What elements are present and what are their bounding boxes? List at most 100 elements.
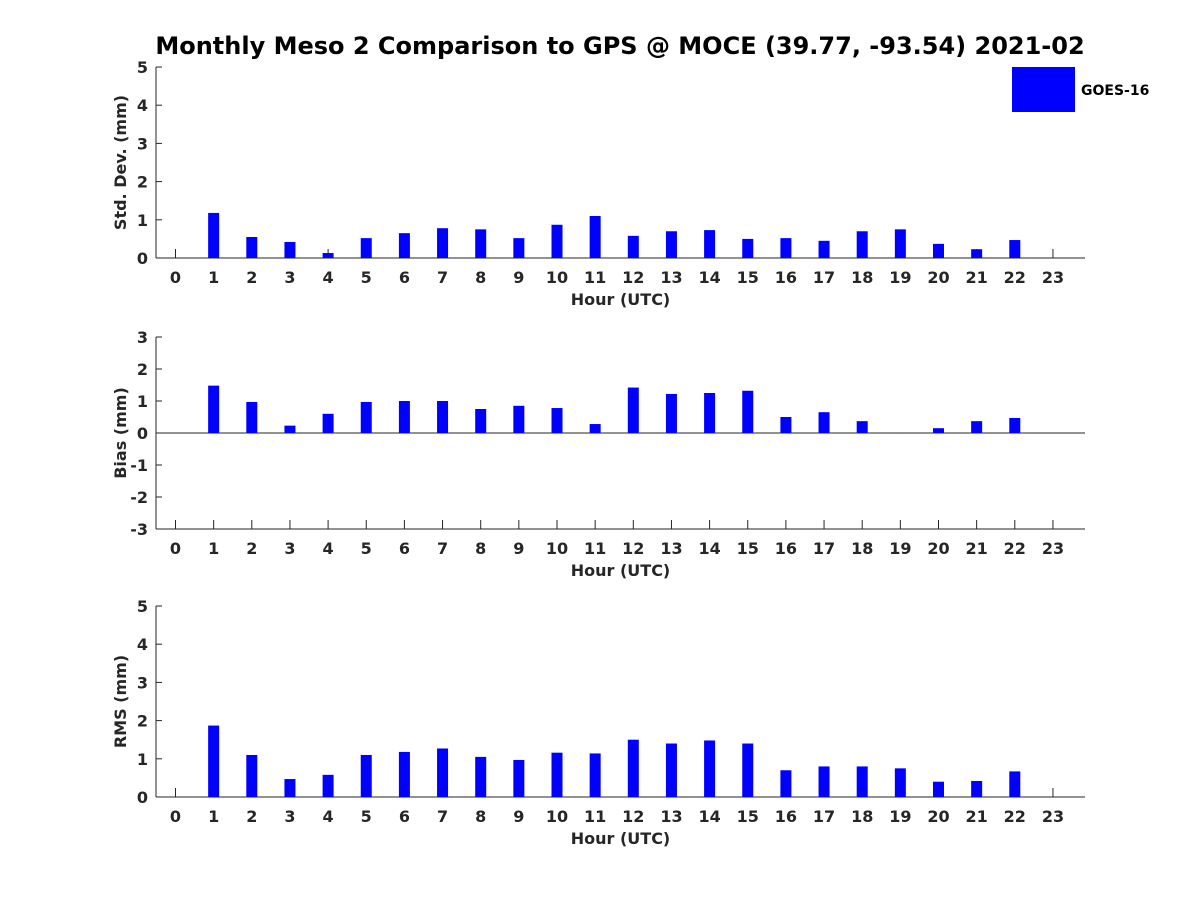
bar: [437, 748, 449, 797]
bar: [246, 401, 258, 433]
x-tick-label: 22: [1004, 268, 1026, 287]
x-tick-label: 21: [966, 807, 988, 826]
y-tick-label: -1: [130, 456, 148, 475]
bar: [589, 215, 601, 258]
y-tick-label: 1: [137, 211, 148, 230]
x-tick-label: 1: [208, 268, 219, 287]
x-tick-label: 22: [1004, 807, 1026, 826]
bar: [665, 743, 677, 797]
x-tick-label: 10: [546, 268, 568, 287]
x-tick-label: 17: [813, 807, 835, 826]
y-tick-label: -3: [130, 520, 148, 539]
bar: [818, 766, 830, 797]
bar: [284, 779, 296, 797]
x-tick-label: 21: [966, 268, 988, 287]
x-tick-label: 0: [170, 268, 181, 287]
x-tick-label: 2: [246, 539, 257, 558]
bar: [704, 393, 716, 433]
x-tick-label: 22: [1004, 539, 1026, 558]
x-tick-label: 14: [698, 268, 720, 287]
x-tick-label: 21: [966, 539, 988, 558]
y-tick-label: 5: [137, 58, 148, 77]
bar: [665, 393, 677, 433]
y-tick-label: 5: [137, 597, 148, 616]
x-tick-label: 3: [284, 807, 295, 826]
x-tick-label: 16: [775, 268, 797, 287]
bar: [246, 754, 258, 797]
x-tick-label: 20: [927, 539, 949, 558]
bar: [398, 401, 410, 433]
x-axis-label: Hour (UTC): [571, 829, 671, 848]
x-tick-label: 0: [170, 807, 181, 826]
y-tick-label: 3: [137, 134, 148, 153]
bar: [437, 228, 449, 258]
bar: [894, 229, 906, 258]
x-tick-label: 3: [284, 539, 295, 558]
legend-label: GOES-16: [1081, 83, 1149, 99]
y-tick-label: 0: [137, 788, 148, 807]
bar: [742, 743, 754, 797]
x-tick-label: 5: [361, 268, 372, 287]
x-tick-label: 18: [851, 268, 873, 287]
x-tick-label: 10: [546, 539, 568, 558]
y-tick-label: 1: [137, 750, 148, 769]
x-tick-label: 18: [851, 539, 873, 558]
bar: [208, 725, 220, 797]
bar: [1009, 417, 1021, 433]
x-tick-label: 23: [1042, 807, 1064, 826]
x-tick-label: 3: [284, 268, 295, 287]
x-tick-label: 4: [323, 539, 334, 558]
bar: [780, 417, 792, 433]
y-tick-label: -2: [130, 488, 148, 507]
bar: [665, 231, 677, 258]
bar: [971, 249, 983, 258]
x-tick-label: 6: [399, 807, 410, 826]
x-tick-label: 16: [775, 539, 797, 558]
x-tick-label: 8: [475, 539, 486, 558]
x-tick-label: 6: [399, 539, 410, 558]
x-tick-label: 2: [246, 268, 257, 287]
x-tick-label: 23: [1042, 539, 1064, 558]
bar: [551, 752, 563, 797]
chart-title: Monthly Meso 2 Comparison to GPS @ MOCE …: [155, 32, 1084, 60]
bar: [208, 385, 220, 433]
x-tick-label: 12: [622, 268, 644, 287]
bar: [360, 401, 372, 433]
bar: [360, 754, 372, 797]
bar: [513, 405, 525, 433]
bar: [894, 433, 906, 434]
bar: [627, 235, 639, 258]
y-tick-label: 4: [137, 635, 148, 654]
bar: [704, 740, 716, 797]
bar: [551, 224, 563, 258]
x-tick-label: 11: [584, 539, 606, 558]
y-tick-label: 3: [137, 328, 148, 347]
x-tick-label: 8: [475, 268, 486, 287]
x-tick-label: 12: [622, 539, 644, 558]
bar: [1009, 240, 1021, 258]
bar: [513, 759, 525, 797]
x-tick-label: 19: [889, 807, 911, 826]
y-tick-label: 0: [137, 249, 148, 268]
x-tick-label: 7: [437, 268, 448, 287]
x-axis-label: Hour (UTC): [571, 561, 671, 580]
bar: [780, 238, 792, 258]
x-tick-label: 5: [361, 539, 372, 558]
bar: [246, 236, 258, 258]
x-tick-label: 13: [660, 268, 682, 287]
bar: [627, 387, 639, 433]
x-tick-label: 2: [246, 807, 257, 826]
bar: [971, 780, 983, 797]
bar: [818, 240, 830, 258]
x-tick-label: 13: [660, 807, 682, 826]
x-tick-label: 8: [475, 807, 486, 826]
x-tick-label: 18: [851, 807, 873, 826]
x-tick-label: 14: [698, 539, 720, 558]
x-tick-label: 12: [622, 807, 644, 826]
bar: [551, 408, 563, 433]
